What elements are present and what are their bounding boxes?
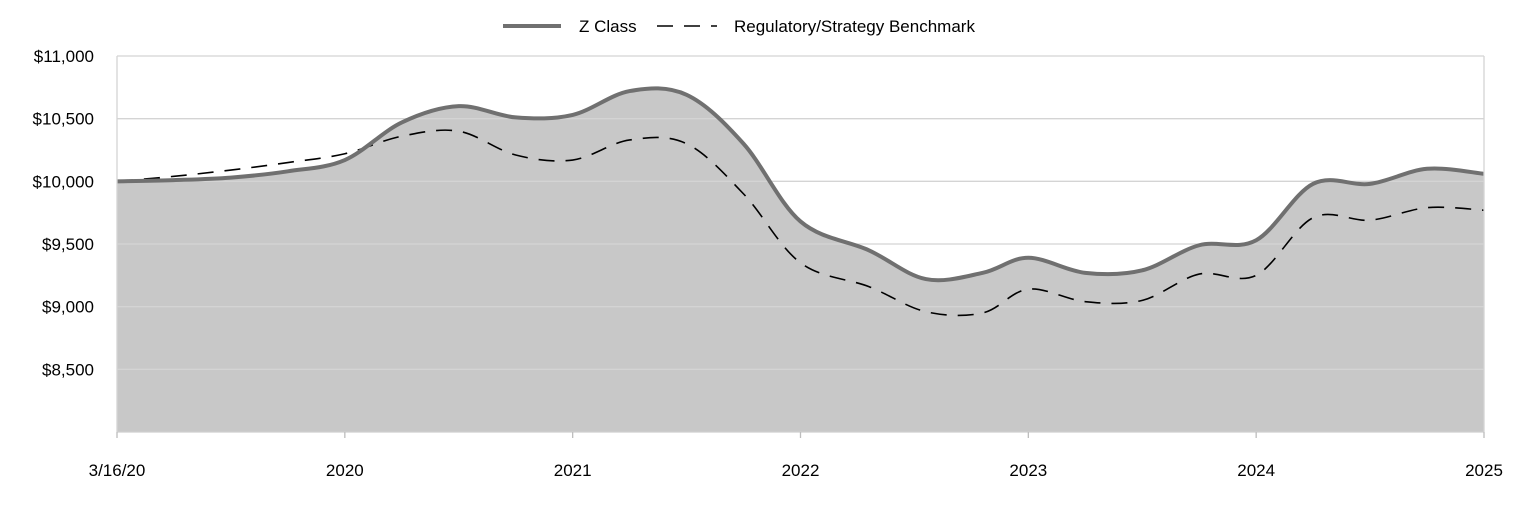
legend-label-z-class: Z Class bbox=[579, 17, 637, 36]
x-tick-label: 3/16/20 bbox=[89, 461, 146, 480]
axes: $8,500 $9,000 $9,500 $10,000 $10,500 $11,000 3… bbox=[33, 47, 1503, 480]
legend-label-benchmark: Regulatory/Strategy Benchmark bbox=[734, 17, 975, 36]
x-tick-label: 2021 bbox=[554, 461, 592, 480]
legend: Z Class Regulatory/Strategy Benchmark bbox=[503, 17, 975, 36]
z-class-area-fill bbox=[117, 88, 1484, 432]
y-tick-label: $10,500 bbox=[33, 110, 94, 129]
y-tick-label: $10,000 bbox=[33, 172, 94, 191]
x-tick-label: 2023 bbox=[1009, 461, 1047, 480]
y-tick-label: $8,500 bbox=[42, 360, 94, 379]
y-tick-label: $9,500 bbox=[42, 235, 94, 254]
x-tick-label: 2025 bbox=[1465, 461, 1503, 480]
x-tick-label: 2024 bbox=[1237, 461, 1275, 480]
axis-lines bbox=[116, 56, 1485, 438]
x-tick-label: 2020 bbox=[326, 461, 364, 480]
y-tick-label: $11,000 bbox=[34, 47, 94, 66]
z-class-line bbox=[116, 86, 1485, 283]
series-lines bbox=[116, 86, 1485, 317]
plot-area bbox=[117, 88, 1484, 432]
gridlines bbox=[117, 55, 1484, 370]
y-tick-label: $9,000 bbox=[42, 298, 94, 317]
x-tick-label: 2022 bbox=[782, 461, 820, 480]
